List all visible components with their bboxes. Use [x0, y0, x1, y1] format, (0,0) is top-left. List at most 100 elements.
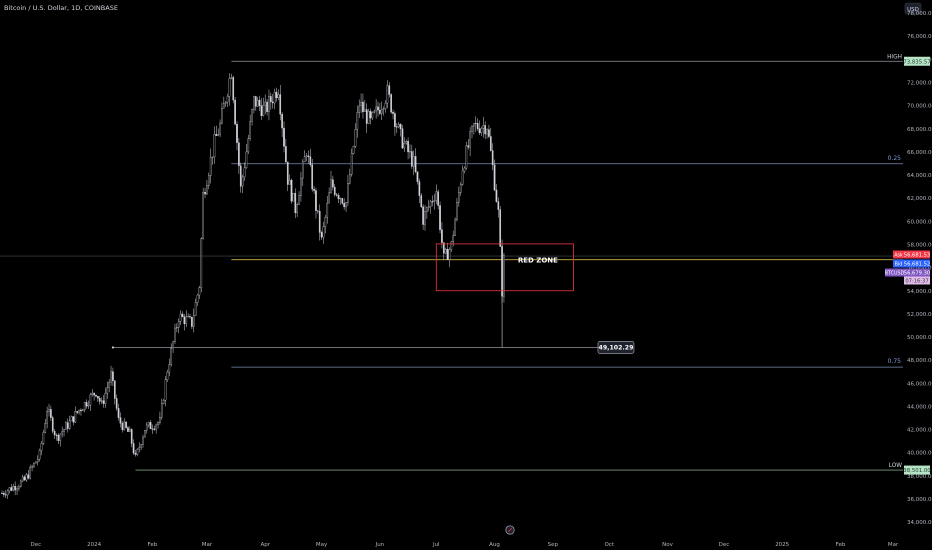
time-tick-label: Oct	[604, 542, 614, 548]
time-tick-label: Jul	[432, 542, 440, 548]
candle-body	[25, 474, 28, 481]
low-price-tag: 38,501.00	[903, 468, 931, 474]
candle-body	[256, 99, 259, 107]
price-tick-label: 68,000.00	[907, 127, 932, 133]
candle-body	[204, 191, 206, 195]
candle-body	[63, 429, 65, 432]
red-zone[interactable]: RED ZONE	[435, 243, 574, 292]
candle-body	[170, 347, 173, 365]
price-tick-label: 60,000.00	[907, 219, 932, 225]
candle-body	[106, 387, 109, 394]
candle-body	[97, 396, 99, 399]
candle-body	[104, 393, 107, 404]
candle-body	[51, 417, 54, 432]
candle-body	[418, 181, 421, 196]
currency-button[interactable]: USD	[904, 2, 922, 15]
candle-body	[80, 409, 82, 412]
candle-body	[279, 94, 282, 115]
candle-body	[337, 195, 340, 200]
candle-body	[228, 78, 231, 97]
candle-body	[211, 156, 214, 158]
time-tick-label: Dec	[719, 542, 730, 548]
candle-body	[292, 193, 295, 202]
candle-body	[367, 111, 370, 124]
candle-body	[174, 327, 176, 342]
candle-body	[386, 85, 389, 104]
candle-body	[484, 125, 486, 135]
chart-symbol-title: Bitcoin / U.S. Dollar, 1D, COINBASE	[4, 4, 118, 12]
candle-body	[202, 191, 204, 239]
candle-body	[85, 402, 88, 407]
candle-body	[480, 128, 483, 134]
time-tick-label: Mar	[202, 542, 213, 548]
candle-body	[44, 423, 47, 433]
countdown-price-label: 07:16:37	[905, 279, 928, 285]
candle-body	[27, 474, 30, 479]
candle-body	[112, 371, 114, 381]
candle-body	[147, 422, 150, 426]
candle-body	[486, 129, 488, 135]
candle-body	[129, 429, 131, 432]
currency-button-label[interactable]: USD	[907, 7, 919, 13]
candle-body	[399, 123, 402, 129]
candle-body	[266, 101, 268, 112]
high-level-label: HIGH	[887, 54, 902, 60]
candle-body	[268, 96, 270, 112]
clock-reset-icon[interactable]	[505, 525, 515, 535]
candle-body	[262, 104, 265, 116]
candle-body	[217, 134, 220, 136]
candle-body	[68, 420, 71, 429]
candle-body	[352, 146, 355, 154]
candle-body	[365, 109, 368, 124]
red-zone-box[interactable]	[435, 243, 574, 292]
candle-body	[108, 382, 110, 388]
candle-body	[362, 101, 364, 112]
candle-body	[411, 151, 413, 167]
candle-body	[296, 204, 298, 214]
candle-body	[121, 423, 124, 430]
candle-body	[149, 422, 152, 429]
candle-body	[53, 431, 56, 436]
support-price-label-box[interactable]	[597, 341, 635, 354]
bid-price-box	[904, 259, 930, 268]
time-axis[interactable]: Dec 2024 Feb Mar Apr May Jun Jul Aug Sep Oct Nov Dec…	[31, 542, 900, 548]
support-price-label[interactable]: 49,102.29	[599, 345, 634, 352]
candle-body	[110, 371, 112, 383]
candle-body	[160, 403, 163, 418]
candle-body	[298, 195, 300, 205]
candle-body	[48, 409, 50, 412]
clock-reset-icon-hand[interactable]	[508, 527, 512, 533]
price-tick-label: 34,000.00	[907, 520, 932, 526]
candle-body	[166, 371, 169, 380]
candle-body	[474, 122, 477, 124]
candle-body	[74, 411, 77, 423]
candle-body	[356, 112, 359, 130]
candle-body	[482, 125, 485, 129]
candle-body	[59, 433, 62, 441]
last-price-label: 56,679.30	[904, 271, 930, 277]
candle-body	[390, 94, 392, 113]
currency-button-box[interactable]	[904, 2, 922, 15]
candle-body	[119, 417, 122, 424]
candle-body	[93, 392, 95, 396]
level-lines: HIGH 0.25 0.75 LOW 49,102.29 73,835.57 38,501.…	[0, 54, 931, 475]
fib-025-label: 0.25	[888, 155, 902, 162]
candle-body	[427, 206, 430, 208]
candle-body	[232, 77, 235, 101]
price-tick-label: 62,000.00	[907, 196, 932, 202]
high-price-tag: 73,835.57	[903, 59, 930, 65]
candle-body	[33, 462, 35, 467]
candle-body	[384, 102, 387, 109]
candle-body	[230, 77, 233, 79]
candle-body	[364, 109, 366, 112]
time-tick-label: Dec	[31, 542, 42, 548]
candle-body	[273, 91, 276, 104]
candle-body	[251, 109, 253, 122]
candle-body	[341, 198, 344, 204]
price-tick-label: 50,000.00	[907, 335, 932, 341]
red-zone-label[interactable]: RED ZONE	[518, 256, 558, 264]
candle-body	[134, 452, 137, 455]
candle-body	[177, 320, 180, 328]
candle-body	[433, 200, 436, 202]
